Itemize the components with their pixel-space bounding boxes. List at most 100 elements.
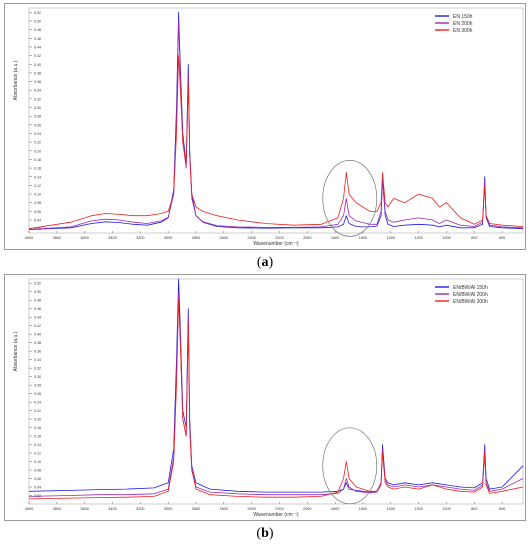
legend-label-1: EN/BW/Al 150h: [453, 285, 488, 291]
series-line-3: [28, 299, 524, 500]
x-tick-label: 2000: [303, 236, 311, 240]
x-tick-label: 4000: [25, 507, 33, 511]
y-tick-label: 0.42: [34, 54, 41, 58]
x-tick-label: 1600: [359, 507, 367, 511]
y-tick-label: 0.32: [34, 367, 41, 371]
series-line-2: [28, 291, 524, 497]
series-line-3: [28, 55, 524, 230]
y-tick-label: 0.32: [34, 97, 41, 101]
caption-a: (a): [256, 255, 274, 270]
y-tick-label: 0.28: [34, 115, 41, 119]
y-tick-label: 0.22: [34, 409, 41, 413]
x-tick-label: 3000: [164, 507, 172, 511]
y-tick-label: 0.40: [34, 63, 41, 67]
y-tick-label: 0.10: [34, 193, 41, 197]
y-tick-label: 0.16: [34, 435, 41, 439]
y-tick-label: 0.46: [34, 307, 41, 311]
x-tick-label: 3600: [80, 236, 88, 240]
plot-frame: [28, 7, 524, 234]
y-tick-label: 0.50: [34, 290, 41, 294]
x-tick-label: 3800: [53, 507, 61, 511]
x-tick-label: 2200: [275, 507, 283, 511]
x-tick-label: 1800: [331, 507, 339, 511]
highlight-ellipse: [322, 427, 378, 505]
x-tick-label: 800: [471, 507, 477, 511]
y-tick-label: 0.06: [34, 477, 41, 481]
y-tick-label: 0.14: [34, 175, 41, 179]
x-tick-label: 3200: [136, 236, 144, 240]
chart-panel-a: 0.02 0.04 0.06 0.08 0.10 0.12 0.14 0.16 0.18 0.20…: [4, 3, 526, 250]
highlight-ellipse: [322, 160, 378, 237]
x-tick-label: 1800: [331, 236, 339, 240]
y-tick-label: 0.14: [34, 443, 41, 447]
x-tick-label: 600: [499, 236, 505, 240]
y-tick-label: 0.12: [34, 452, 41, 456]
y-axis-label: Absorbance (a.u.): [13, 331, 19, 371]
y-tick-label: 0.36: [34, 350, 41, 354]
x-tick-label: 1400: [387, 236, 395, 240]
y-tick-label: 0.44: [34, 45, 41, 49]
x-tick-label: 2800: [192, 236, 200, 240]
series-line-1: [28, 11, 524, 230]
x-tick-label: 3400: [108, 236, 116, 240]
y-tick-label: 0.42: [34, 324, 41, 328]
x-tick-label: 600: [499, 507, 505, 511]
y-tick-label: 0.16: [34, 167, 41, 171]
y-tick-label: 0.04: [34, 486, 41, 490]
y-tick-label: 0.52: [34, 11, 41, 15]
chart-panel-b: 0.02 0.04 0.06 0.08 0.10 0.12 0.14 0.16 0.18 0.20…: [4, 274, 526, 521]
x-tick-label: 2800: [192, 507, 200, 511]
y-tick-label: 0.26: [34, 123, 41, 127]
legend-label-3: EN/BW/Al 300h: [453, 299, 488, 305]
y-tick-label: 0.36: [34, 80, 41, 84]
x-tick-label: 1200: [414, 236, 422, 240]
y-tick-label: 0.46: [34, 37, 41, 41]
y-axis-label: Absorbance (a.u.): [13, 60, 19, 100]
x-tick-label: 1600: [359, 236, 367, 240]
x-tick-label: 2400: [247, 236, 255, 240]
x-tick-label: 1000: [442, 507, 450, 511]
x-tick-label: 3400: [108, 507, 116, 511]
legend-label-1: EN 150h: [453, 14, 473, 20]
y-tick-label: 0.08: [34, 469, 41, 473]
y-tick-label: 0.10: [34, 460, 41, 464]
y-tick-label: 0.44: [34, 316, 41, 320]
y-tick-label: 0.34: [34, 358, 41, 362]
series-line-1: [28, 278, 524, 493]
y-tick-label: 0.34: [34, 89, 41, 93]
x-tick-label: 3600: [80, 507, 88, 511]
y-tick-label: 0.06: [34, 210, 41, 214]
x-tick-label: 1000: [442, 236, 450, 240]
caption-b: (b): [256, 526, 274, 541]
x-tick-label: 1400: [387, 507, 395, 511]
y-tick-label: 0.20: [34, 418, 41, 422]
caption-a-label: a: [261, 255, 269, 270]
y-tick-label: 0.12: [34, 184, 41, 188]
y-tick-label: 0.38: [34, 341, 41, 345]
x-axis-label: Wavenumber (cm⁻¹): [253, 512, 299, 518]
ftir-chart-b: 0.020.040.060.080.100.120.140.160.180.20…: [13, 278, 524, 518]
y-tick-label: 0.48: [34, 28, 41, 32]
x-tick-label: 2200: [275, 236, 283, 240]
y-tick-label: 0.48: [34, 299, 41, 303]
legend-label-3: EN 300h: [453, 28, 473, 34]
y-tick-label: 0.22: [34, 141, 41, 145]
y-tick-label: 0.08: [34, 201, 41, 205]
x-tick-label: 800: [471, 236, 477, 240]
y-tick-label: 0.38: [34, 71, 41, 75]
ftir-chart-a: 0.020.040.060.080.100.120.140.160.180.20…: [13, 7, 524, 247]
x-tick-label: 3000: [164, 236, 172, 240]
y-tick-label: 0.24: [34, 132, 41, 136]
x-tick-label: 2400: [247, 507, 255, 511]
legend-label-2: EN/BW/Al 200h: [453, 292, 488, 298]
caption-b-label: b: [261, 526, 269, 541]
y-tick-label: 0.28: [34, 384, 41, 388]
x-tick-label: 3200: [136, 507, 144, 511]
plot-frame: [28, 278, 524, 505]
x-tick-label: 2600: [220, 236, 228, 240]
y-tick-label: 0.20: [34, 149, 41, 153]
y-tick-label: 0.18: [34, 426, 41, 430]
y-tick-label: 0.26: [34, 392, 41, 396]
y-tick-label: 0.24: [34, 401, 41, 405]
y-tick-label: 0.52: [34, 282, 41, 286]
